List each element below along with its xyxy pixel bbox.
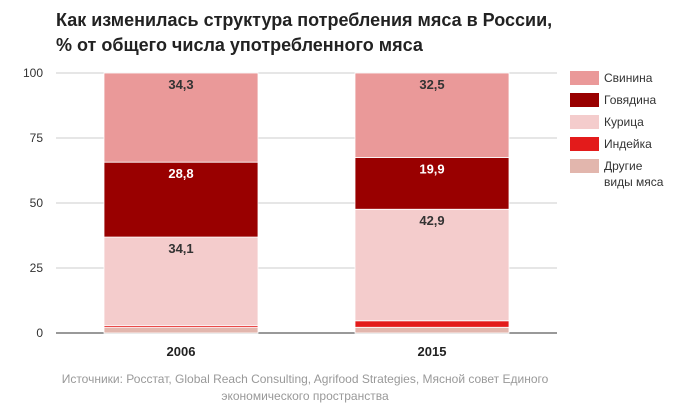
bar-segment-2006-3 (103, 161, 259, 238)
chart-title: Как изменилась структура потребления мяс… (56, 8, 666, 58)
legend-swatch (570, 159, 599, 173)
bar-segment-2006-0 (103, 327, 259, 334)
legend-item: Свинина (570, 70, 680, 86)
legend-item: Другие виды мяса (570, 158, 680, 190)
bar-segment-2015-3 (354, 157, 510, 210)
x-category-label-2015: 2015 (418, 344, 447, 359)
legend-swatch (570, 71, 599, 85)
data-label-2006-3: 28,8 (168, 166, 193, 181)
legend-label: Курица (604, 115, 644, 129)
chart-title-line-1: Как изменилась структура потребления мяс… (56, 10, 553, 30)
y-tick-label-50: 50 (30, 196, 44, 210)
data-label-2015-4: 32,5 (419, 77, 444, 92)
data-label-2006-2: 34,1 (168, 241, 193, 256)
bar-segment-2015-4 (354, 72, 510, 158)
legend-swatch (570, 93, 599, 107)
legend-item: Курица (570, 114, 680, 130)
legend-swatch (570, 137, 599, 151)
legend-label: Свинина (604, 71, 653, 85)
source-note: Источники: Росстат, Global Reach Consult… (61, 372, 549, 403)
y-tick-label-75: 75 (30, 131, 44, 145)
data-label-2015-3: 19,9 (419, 162, 444, 177)
bar-segment-2015-0 (354, 326, 510, 334)
chart-title-line-2: % от общего числа употребленного мяса (56, 35, 423, 55)
chart-legend: Свинина Говядина Курица Индейка Другие виды … (570, 70, 680, 196)
y-tick-label-25: 25 (30, 261, 44, 275)
x-category-label-2006: 2006 (167, 344, 196, 359)
legend-label: Другие виды мяса (604, 159, 664, 189)
legend-swatch (570, 115, 599, 129)
y-tick-label-0: 0 (36, 326, 43, 340)
bar-segment-2015-1 (354, 320, 510, 328)
legend-item: Говядина (570, 92, 680, 108)
data-label-2015-2: 42,9 (419, 213, 444, 228)
y-tick-label-100: 100 (23, 66, 43, 80)
legend-label: Индейка (604, 137, 652, 151)
data-label-2006-4: 34,3 (168, 77, 193, 92)
bar-segment-2006-4 (103, 72, 259, 163)
legend-label: Говядина (604, 93, 657, 107)
bar-segment-2015-2 (354, 208, 510, 322)
legend-item: Индейка (570, 136, 680, 152)
